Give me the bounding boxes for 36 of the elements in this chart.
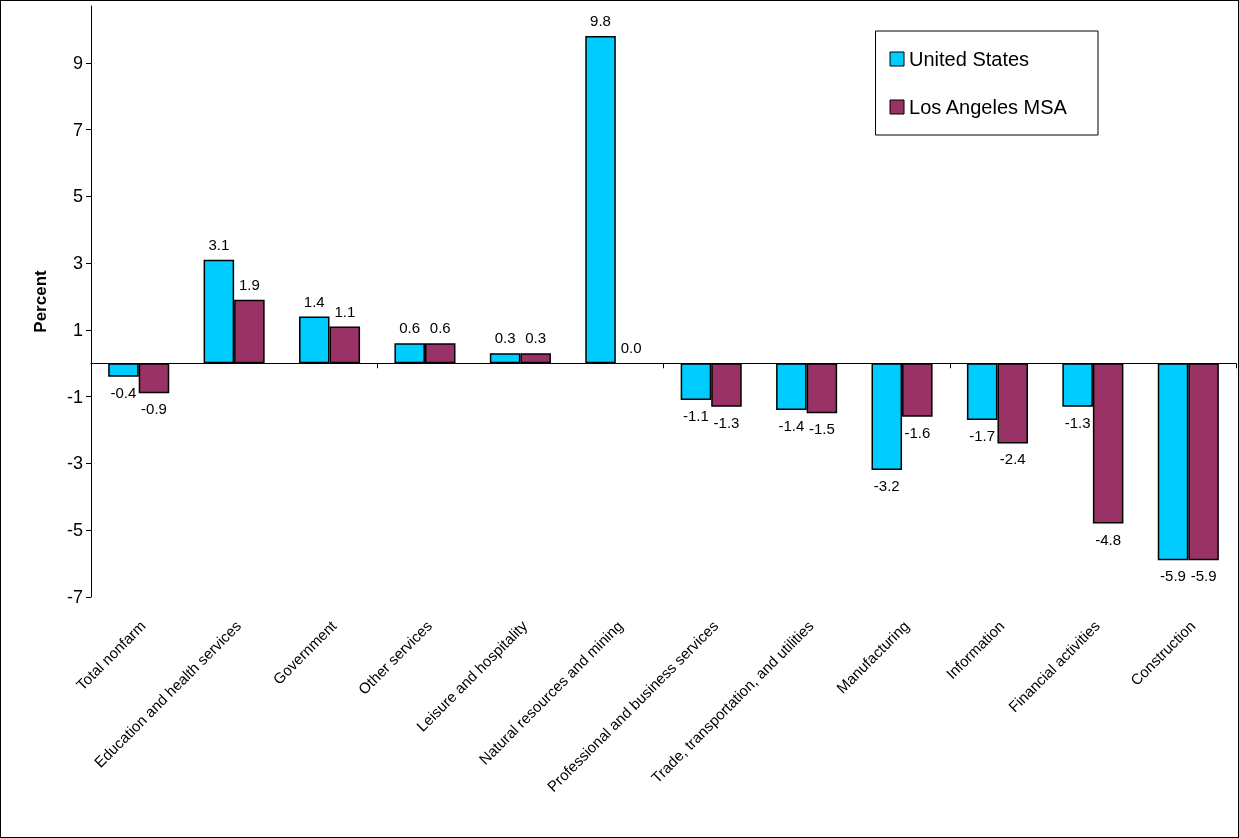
data-label: -1.3 [713,413,740,431]
data-label: 0.6 [429,319,451,337]
data-label: -0.4 [110,383,137,401]
y-tick-label: -5 [66,520,83,541]
y-axis-title: Percent [31,269,50,333]
data-label: -3.2 [873,477,900,495]
data-label: -1.4 [778,417,805,435]
data-label: -1.1 [683,407,709,424]
y-tick-label: -7 [66,587,83,607]
y-tick-label: 9 [72,52,83,73]
data-label: 0.0 [620,339,642,357]
y-tick-label: 7 [72,119,83,140]
data-label: 1.1 [334,302,356,320]
data-label: -0.9 [141,400,167,418]
y-tick-label: 3 [72,253,83,274]
y-tick-label: -1 [66,386,83,407]
data-label: 9.8 [590,12,611,30]
data-label: -1.6 [904,423,931,441]
data-label: -4.8 [1095,530,1122,548]
data-label: 0.3 [525,329,547,347]
y-tick-label: 5 [72,186,83,207]
data-label: 1.4 [303,292,325,310]
data-label: -2.4 [999,450,1026,468]
data-label: 3.1 [208,235,230,253]
data-label: -1.3 [1064,413,1091,431]
data-label: 0.6 [399,319,421,337]
legend-label: United States [909,48,1030,70]
legend-label: Los Angeles MSA [909,96,1068,118]
y-tick-label: 1 [72,319,83,340]
data-label: -1.7 [969,427,996,445]
data-label: -5.9 [1160,567,1186,585]
y-tick-label: -3 [66,453,83,474]
data-label: 1.9 [238,275,260,293]
data-label: -5.9 [1190,567,1217,585]
data-label: 0.3 [494,329,516,347]
data-label: -1.5 [808,420,835,438]
